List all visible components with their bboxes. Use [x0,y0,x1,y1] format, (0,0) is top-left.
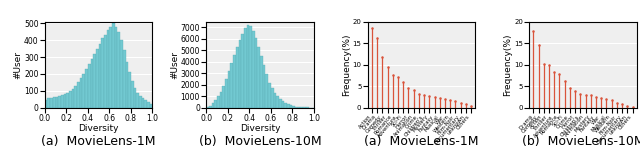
Bar [230,63,233,108]
Text: (a)  MovieLens-1M: (a) MovieLens-1M [364,135,479,148]
Bar [233,55,236,108]
Bar [292,106,295,108]
Bar [99,44,101,108]
Bar [217,96,220,108]
Bar [141,99,145,108]
Bar [145,100,147,108]
Bar [107,30,109,108]
Bar [96,49,99,108]
Bar [244,28,246,108]
Bar [282,101,284,108]
Bar [279,99,282,108]
Bar [69,91,72,108]
Bar [120,40,123,108]
Bar [206,107,209,108]
Bar [255,38,257,108]
Bar [266,74,268,108]
Bar [101,38,104,108]
Bar [80,78,83,108]
Bar [125,62,128,108]
Bar [287,104,290,108]
Bar [67,93,69,108]
Bar [88,64,90,108]
X-axis label: Diversity: Diversity [78,124,119,133]
Bar [209,105,212,108]
Bar [239,40,241,108]
Bar [223,86,225,108]
Bar [112,23,115,108]
Bar [268,83,271,108]
Bar [118,32,120,108]
Bar [134,87,136,108]
Bar [271,88,273,108]
Bar [85,69,88,108]
X-axis label: Diversity: Diversity [240,124,280,133]
Bar [257,47,260,108]
Bar [273,93,276,108]
Bar [128,72,131,108]
Bar [147,102,150,108]
Bar [225,79,228,108]
Bar [61,95,63,108]
Bar [131,81,134,108]
Bar [83,74,85,108]
Bar [250,26,252,108]
Y-axis label: Frequency(%): Frequency(%) [504,33,513,96]
Bar [252,31,255,108]
Bar [50,98,53,108]
Bar [236,47,239,108]
Bar [295,107,298,108]
Y-axis label: #User: #User [13,51,22,79]
Text: (a)  MovieLens-1M: (a) MovieLens-1M [42,135,156,148]
Bar [263,65,266,108]
Bar [214,100,217,108]
Bar [123,50,125,108]
Bar [93,54,96,108]
Bar [220,92,223,108]
Bar [45,100,47,108]
Bar [246,25,250,108]
Bar [90,59,93,108]
Bar [77,82,80,108]
Bar [63,94,67,108]
Bar [109,27,112,108]
Bar [228,71,230,108]
Text: (b)  MovieLens-10M: (b) MovieLens-10M [199,135,321,148]
Y-axis label: Frequency(%): Frequency(%) [342,33,351,96]
Bar [139,96,141,108]
Bar [58,96,61,108]
Bar [290,105,292,108]
Bar [47,99,50,108]
Bar [306,107,308,108]
Bar [56,97,58,108]
Bar [74,86,77,108]
Y-axis label: #User: #User [170,51,179,79]
Text: (b)  MovieLens-10M: (b) MovieLens-10M [522,135,640,148]
Bar [303,107,306,108]
Bar [72,89,74,108]
Bar [260,56,263,108]
Bar [284,103,287,108]
Bar [136,93,139,108]
Bar [104,35,107,108]
Bar [53,97,56,108]
Bar [241,34,244,108]
Bar [300,107,303,108]
Bar [150,104,152,108]
Bar [212,103,214,108]
Bar [298,107,300,108]
Bar [115,27,118,108]
Bar [276,96,279,108]
